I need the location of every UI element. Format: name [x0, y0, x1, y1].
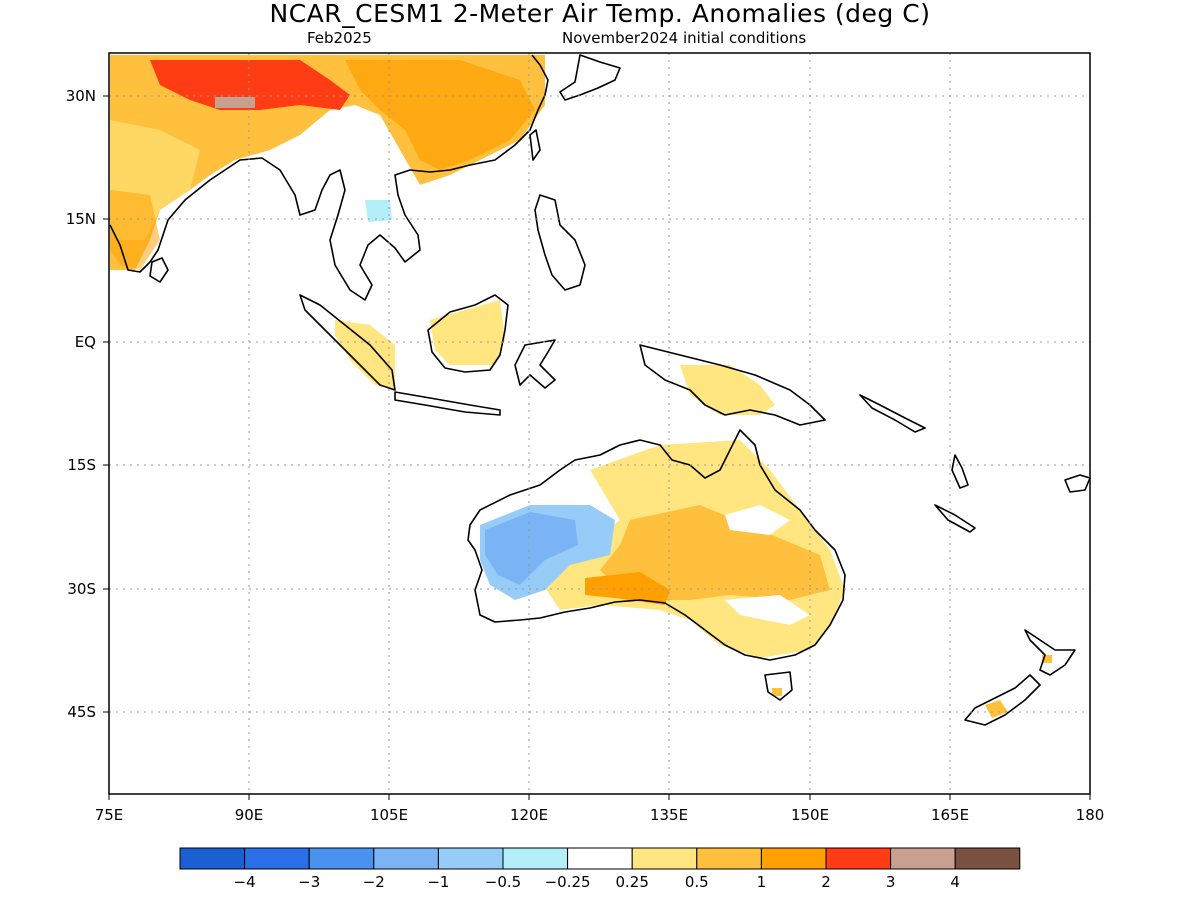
colorbar [179, 847, 1021, 870]
lon-label: 75E [95, 806, 124, 824]
colorbar-label: −0.5 [485, 873, 521, 891]
colorbar-swatch [244, 847, 310, 870]
coastline-sumatra [299, 294, 396, 391]
colorbar-swatch [373, 847, 439, 870]
colorbar-label: 0.25 [615, 873, 648, 891]
initial-conditions-label: November2024 initial conditions [562, 29, 807, 47]
colorbar-label: −2 [363, 873, 385, 891]
colorbar-swatch [631, 847, 698, 870]
lat-labels: 30N 15N EQ 15S 30S 45S [66, 87, 96, 721]
coastline-philippines [534, 194, 586, 291]
colorbar-label: −0.25 [545, 873, 591, 891]
lon-label: 135E [650, 806, 688, 824]
neutral-patch-australia-east [725, 505, 790, 535]
warm-spot-tasmania [772, 688, 782, 696]
coastline-sulawesi [514, 339, 556, 389]
coastline-japan [559, 54, 621, 101]
colorbar-swatch [760, 847, 827, 870]
colorbar-swatch [696, 847, 762, 870]
lon-label: 120E [510, 806, 548, 824]
coastline-new-guinea [639, 344, 826, 426]
coastline-new-zealand-north [1024, 629, 1076, 676]
coastline-taiwan [529, 129, 541, 161]
lon-label: 165E [931, 806, 969, 824]
warm-region-sumatra [335, 320, 395, 390]
warm-region-india [110, 190, 160, 270]
coastline-java [394, 391, 501, 416]
warm-region-borneo [430, 300, 505, 365]
lon-label: 180 [1076, 806, 1105, 824]
colorbar-swatch [179, 847, 246, 870]
gridlines [109, 53, 1090, 794]
lon-label: 150E [791, 806, 829, 824]
orange-region-china [345, 60, 535, 170]
cool-region-indochina [365, 200, 392, 222]
lat-label: 30N [66, 87, 96, 105]
colorbar-label: 2 [821, 873, 831, 891]
colorbar-label: 3 [886, 873, 896, 891]
colorbar-swatch [825, 847, 892, 870]
colorbar-swatch [502, 847, 569, 870]
colorbar-swatch [567, 847, 633, 870]
lon-label: 90E [235, 806, 264, 824]
colorbar-swatch [437, 847, 504, 870]
coastline-new-zealand-south [964, 674, 1041, 726]
plot-frame [108, 52, 1091, 795]
plot-area [109, 53, 1090, 794]
hot-region-tibet [150, 60, 350, 110]
coastline-fiji [1064, 474, 1091, 493]
lat-label: 15S [67, 456, 96, 474]
moderate-region-australia [600, 505, 830, 600]
colorbar-label: 1 [757, 873, 767, 891]
colorbar-labels: −4 −3 −2 −1 −0.5 −0.25 0.25 0.5 1 2 3 4 [234, 873, 960, 891]
warm-region-new-zealand [985, 700, 1008, 718]
lon-label: 105E [370, 806, 408, 824]
neutral-patch-australia-south [725, 595, 810, 625]
coastlines [109, 54, 1091, 726]
colorbar-label: 4 [950, 873, 960, 891]
colorbar-swatch [308, 847, 375, 870]
colorbar-label: −3 [298, 873, 320, 891]
coastline-tasmania [764, 671, 793, 701]
coastline-asia [109, 54, 549, 301]
coastline-sri-lanka [149, 257, 169, 283]
coastline-solomon-islands [859, 394, 926, 433]
lon-labels: 75E 90E 105E 120E 135E 150E 165E 180 [95, 806, 1105, 824]
lat-label: EQ [75, 333, 96, 351]
coastline-new-caledonia [934, 504, 976, 533]
hottest-region-tibet [215, 97, 255, 108]
lat-label: 15N [66, 210, 96, 228]
colorbar-swatch [954, 847, 1021, 870]
coastline-australia [467, 429, 846, 661]
colorbar-swatch [890, 847, 956, 870]
colorbar-label: 0.5 [685, 873, 709, 891]
valid-month-label: Feb2025 [307, 29, 372, 47]
colorbar-label: −1 [427, 873, 449, 891]
lat-label: 45S [67, 703, 96, 721]
warm-region-new-guinea [680, 365, 775, 415]
tick-marks [103, 95, 1091, 800]
lat-label: 30S [67, 580, 96, 598]
colorbar-label: −4 [234, 873, 256, 891]
coastline-vanuatu [951, 454, 969, 489]
colder-region-western-australia [485, 512, 578, 585]
anomaly-shading [110, 55, 1052, 718]
map-title: NCAR_CESM1 2-Meter Air Temp. Anomalies (… [269, 0, 931, 28]
